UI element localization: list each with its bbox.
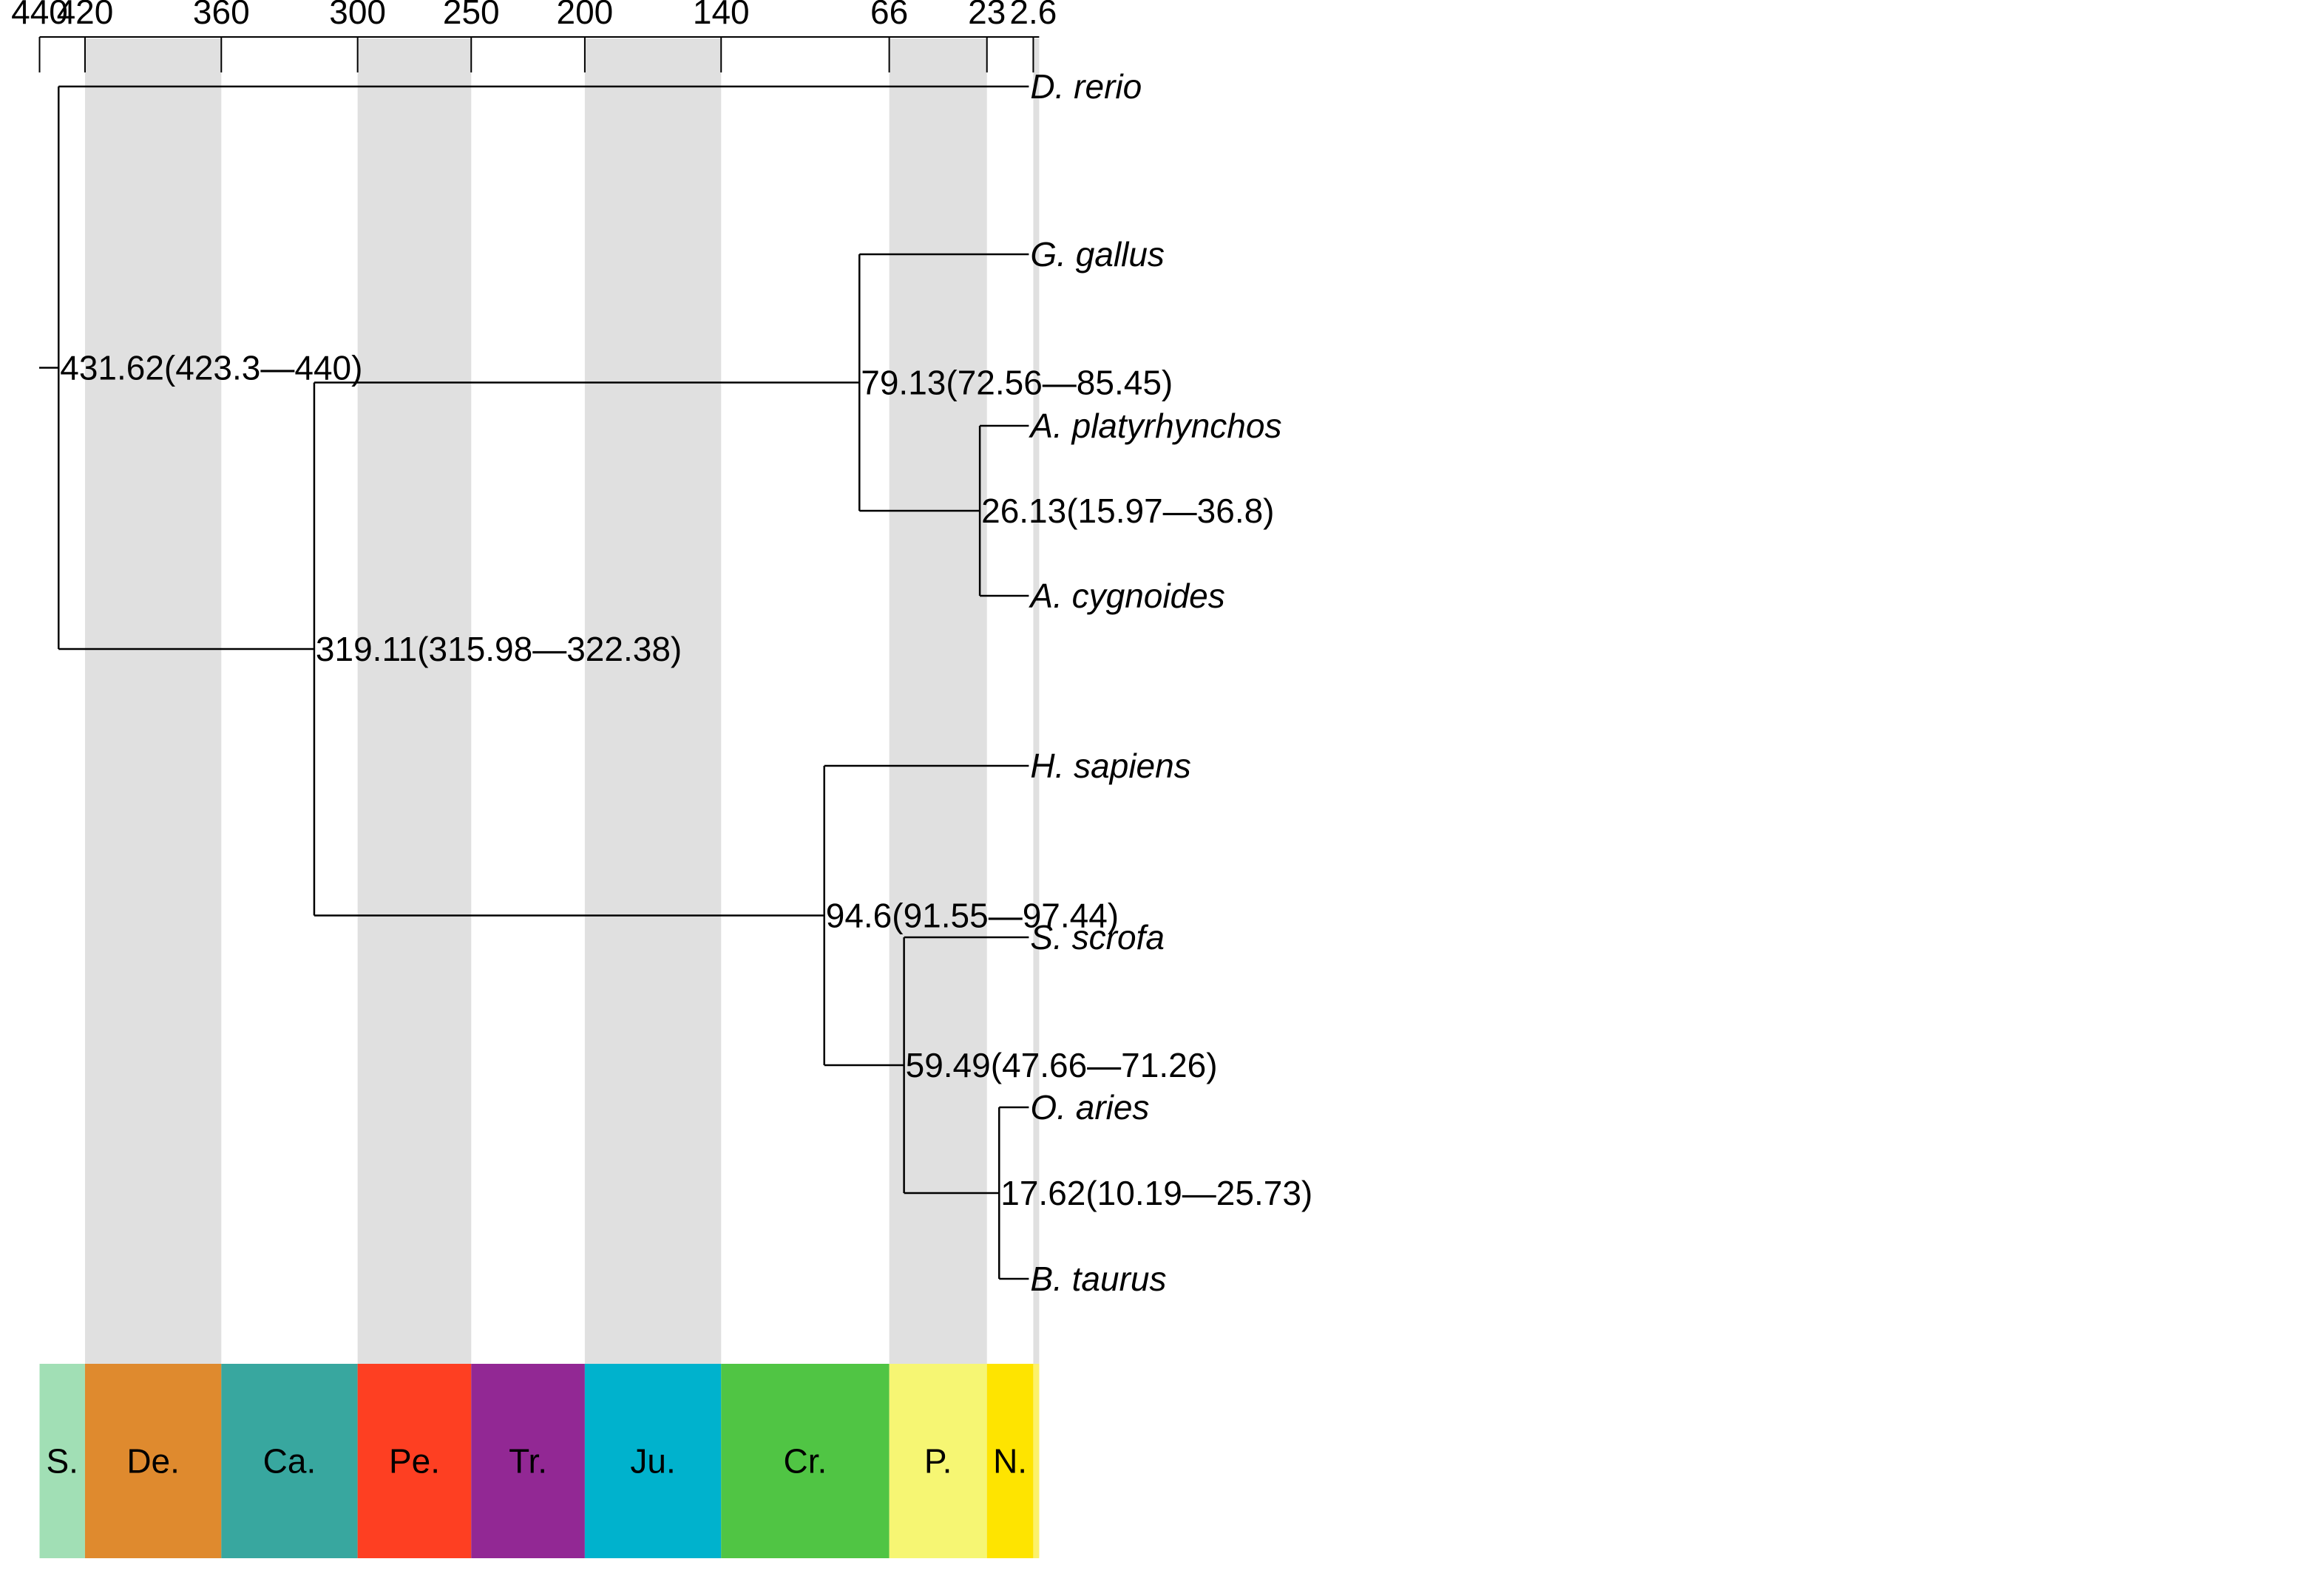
period-block <box>1033 1364 1040 1558</box>
shaded-band <box>889 38 987 1557</box>
period-label: Ca. <box>263 1442 316 1481</box>
axis-tick-label: 250 <box>443 0 500 31</box>
shaded-band <box>584 38 722 1557</box>
geologic-period-bar: S. De. Ca. Pe. Tr. Ju. Cr. P. N. <box>39 1364 1040 1558</box>
node-age-labels: 431.62(423.3—440) 319.11(315.98—322.38) 79… <box>60 349 1312 1213</box>
period-block <box>357 1364 472 1558</box>
taxon-label-a-cygnoides: A. cygnoides <box>1028 577 1224 615</box>
shaded-period-bands <box>84 38 1040 1557</box>
node-age-label: 79.13(72.56—85.45) <box>861 364 1173 402</box>
period-block <box>84 1364 222 1558</box>
node-age-label: 319.11(315.98—322.38) <box>316 630 682 668</box>
axis-tick-label: 2.6 <box>1009 0 1057 31</box>
period-label: P. <box>924 1442 952 1481</box>
period-block <box>889 1364 987 1558</box>
period-label: N. <box>993 1442 1027 1481</box>
axis-tick-label: 300 <box>329 0 386 31</box>
period-label: Tr. <box>509 1442 547 1481</box>
node-age-label: 17.62(10.19—25.73) <box>1000 1174 1312 1212</box>
period-label: De. <box>126 1442 180 1481</box>
axis-tick-label: 360 <box>193 0 250 31</box>
axis-tick-label: 66 <box>870 0 908 31</box>
taxon-label-h-sapiens: H. sapiens <box>1030 747 1190 785</box>
taxon-label-a-platyrhynchos: A. platyrhynchos <box>1028 407 1281 445</box>
node-age-label: 59.49(47.66—71.26) <box>906 1046 1218 1084</box>
taxon-label-b-taurus: B. taurus <box>1030 1260 1166 1298</box>
axis-tick-label: 440 <box>11 0 68 31</box>
period-label: Cr. <box>784 1442 827 1481</box>
axis-tick-label: 200 <box>557 0 614 31</box>
taxon-label-o-aries: O. aries <box>1030 1088 1149 1127</box>
period-block <box>39 1364 85 1558</box>
shaded-band <box>1033 38 1040 1557</box>
taxon-labels: D. rerio G. gallus A. platyrhynchos A. cygn… <box>1028 67 1281 1298</box>
period-label: Ju. <box>630 1442 675 1481</box>
node-age-label: 431.62(423.3—440) <box>60 349 362 387</box>
taxon-label-d-rerio: D. rerio <box>1030 67 1142 106</box>
shaded-band <box>84 38 222 1557</box>
period-block <box>721 1364 890 1558</box>
axis-tick-label: 140 <box>693 0 750 31</box>
taxon-label-s-scrofa: S. scrofa <box>1030 918 1165 957</box>
node-age-label: 94.6(91.55—97.44) <box>826 897 1119 935</box>
node-age-label: 26.13(15.97—36.8) <box>981 492 1274 530</box>
tree-branches <box>39 85 1029 1280</box>
axis-tick-label: 23 <box>968 0 1006 31</box>
period-block <box>471 1364 585 1558</box>
period-block <box>584 1364 722 1558</box>
taxon-label-g-gallus: G. gallus <box>1030 235 1165 274</box>
axis-tick-label: 420 <box>57 0 114 31</box>
period-label: Pe. <box>389 1442 440 1481</box>
period-block <box>221 1364 358 1558</box>
shaded-band <box>357 38 472 1557</box>
period-block <box>986 1364 1034 1558</box>
period-label: S. <box>46 1442 78 1481</box>
